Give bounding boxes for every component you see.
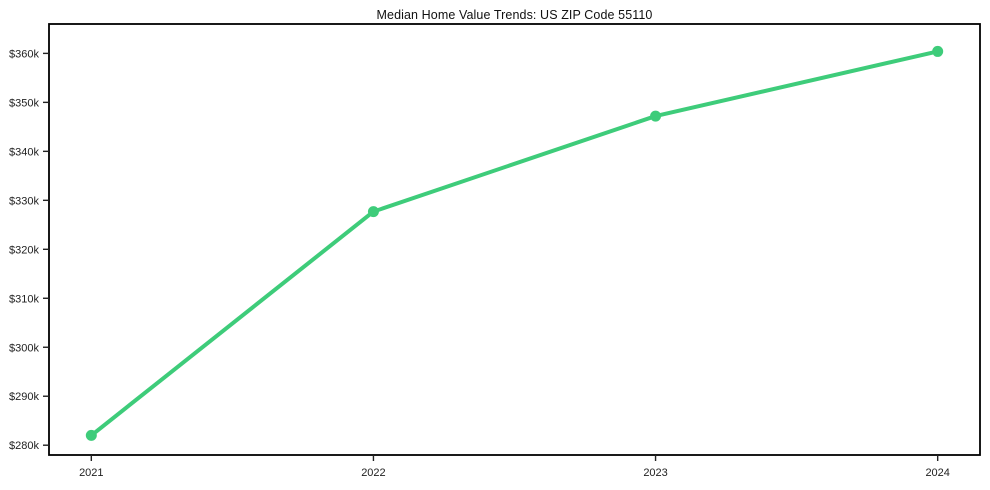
- y-tick-label: $320k: [9, 244, 39, 256]
- data-point: [367, 206, 379, 218]
- y-tick-label: $340k: [9, 146, 39, 158]
- chart-title: Median Home Value Trends: US ZIP Code 55…: [376, 8, 653, 22]
- y-tick-label: $350k: [9, 97, 39, 109]
- y-tick-label: $300k: [9, 342, 39, 354]
- y-tick-label: $290k: [9, 391, 39, 403]
- data-point: [650, 110, 662, 122]
- y-tick-label: $280k: [9, 440, 39, 452]
- x-tick-label: 2023: [643, 467, 667, 479]
- x-tick-label: 2024: [925, 467, 949, 479]
- data-point: [932, 45, 944, 57]
- y-tick-label: $360k: [9, 48, 39, 60]
- y-tick-label: $310k: [9, 293, 39, 305]
- x-tick-label: 2022: [361, 467, 385, 479]
- data-line: [89, 49, 940, 438]
- plot-border: [48, 23, 981, 456]
- x-tick-label: 2021: [79, 467, 103, 479]
- data-point: [85, 429, 97, 441]
- y-tick-label: $330k: [9, 195, 39, 207]
